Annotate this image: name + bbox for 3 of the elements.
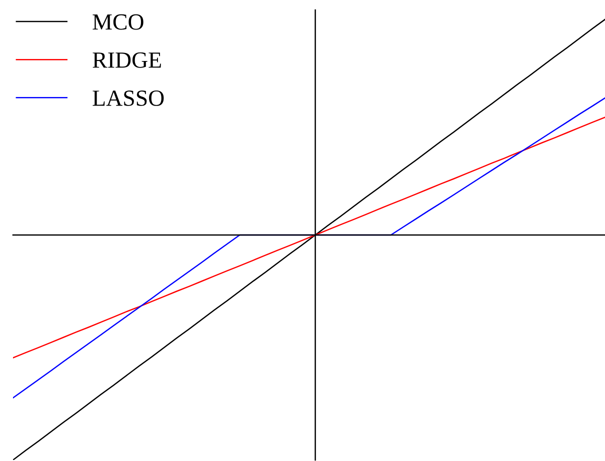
legend-label: LASSO <box>92 90 164 106</box>
legend-label: RIDGE <box>92 52 161 68</box>
legend-label: MCO <box>92 14 144 30</box>
